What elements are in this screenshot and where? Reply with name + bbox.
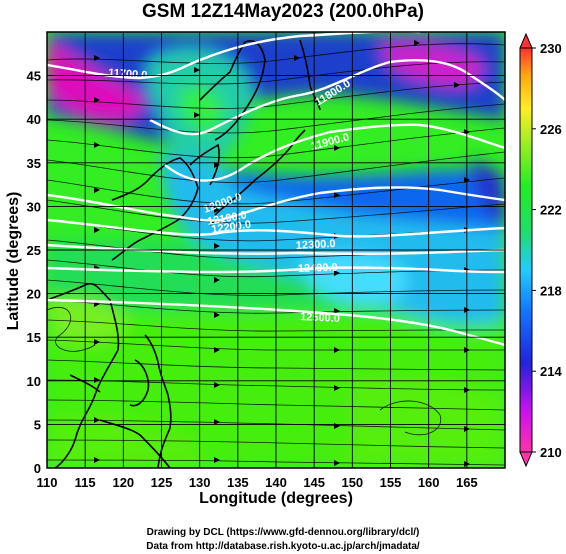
y-tick-label: 5 <box>34 417 41 432</box>
colorbar-tick-label: 218 <box>540 283 562 298</box>
y-tick-label: 40 <box>27 112 41 127</box>
credit-drawing: Drawing by DCL (https://www.gfd-dennou.o… <box>146 527 420 538</box>
y-axis-ticks: 0 5 10 15 20 25 30 35 40 45 <box>27 69 41 476</box>
colorbar-tick-label: 230 <box>540 41 562 56</box>
x-tick-label: 145 <box>303 475 325 490</box>
height-contours <box>47 32 505 347</box>
contour-label-12200: 12200.0 <box>211 219 252 236</box>
y-tick-label: 35 <box>27 156 41 171</box>
plot-frame <box>46 31 506 469</box>
x-tick-label: 155 <box>380 475 402 490</box>
x-tick-label: 140 <box>265 475 287 490</box>
y-tick-label: 45 <box>27 69 41 84</box>
colorbar-ticks: 230 226 222 218 214 210 <box>532 41 562 460</box>
colorbar-min-arrow <box>519 451 533 468</box>
contour-label-12400: 12400.0 <box>298 262 338 275</box>
contour-label-12300: 12300.0 <box>296 238 336 252</box>
wind-arrows <box>94 40 470 467</box>
colorbar-tick-label: 226 <box>540 122 562 137</box>
y-tick-label: 0 <box>34 461 41 476</box>
contour-label-12500: 12500.0 <box>300 311 340 325</box>
x-tick-label: 130 <box>189 475 211 490</box>
x-tick-label: 125 <box>151 475 173 490</box>
x-axis-label: Longitude (degrees) <box>199 490 353 507</box>
credit-data: Data from http://database.rish.kyoto-u.a… <box>146 541 420 552</box>
colorbar-scale <box>519 47 533 453</box>
y-axis-label: Latitude (degrees) <box>5 191 22 331</box>
y-tick-label: 30 <box>27 199 41 214</box>
x-tick-label: 165 <box>456 475 478 490</box>
colorbar-tick-label: 222 <box>540 203 562 218</box>
lat-lon-grid <box>47 32 505 468</box>
y-tick-label: 25 <box>27 243 41 258</box>
colorbar-max-arrow <box>519 32 533 49</box>
x-tick-label: 160 <box>418 475 440 490</box>
x-tick-label: 115 <box>75 475 96 490</box>
colorbar-tick-label: 214 <box>540 364 562 379</box>
x-tick-label: 110 <box>37 475 58 490</box>
chart-title: GSM 12Z14May2023 (200.0hPa) <box>142 1 424 22</box>
y-tick-label: 15 <box>27 330 41 345</box>
x-tick-label: 120 <box>112 475 134 490</box>
y-tick-label: 20 <box>27 287 41 302</box>
contour-label-11700: 11700.0 <box>108 67 148 82</box>
y-tick-label: 10 <box>27 374 41 389</box>
colorbar-tick-label: 210 <box>540 445 562 460</box>
x-tick-label: 135 <box>227 475 249 490</box>
x-axis-ticks: 110 115 120 125 130 135 140 145 150 155 160 165 <box>37 475 478 490</box>
x-tick-label: 150 <box>341 475 363 490</box>
colorbar: 230 226 222 218 214 210 <box>519 32 562 468</box>
